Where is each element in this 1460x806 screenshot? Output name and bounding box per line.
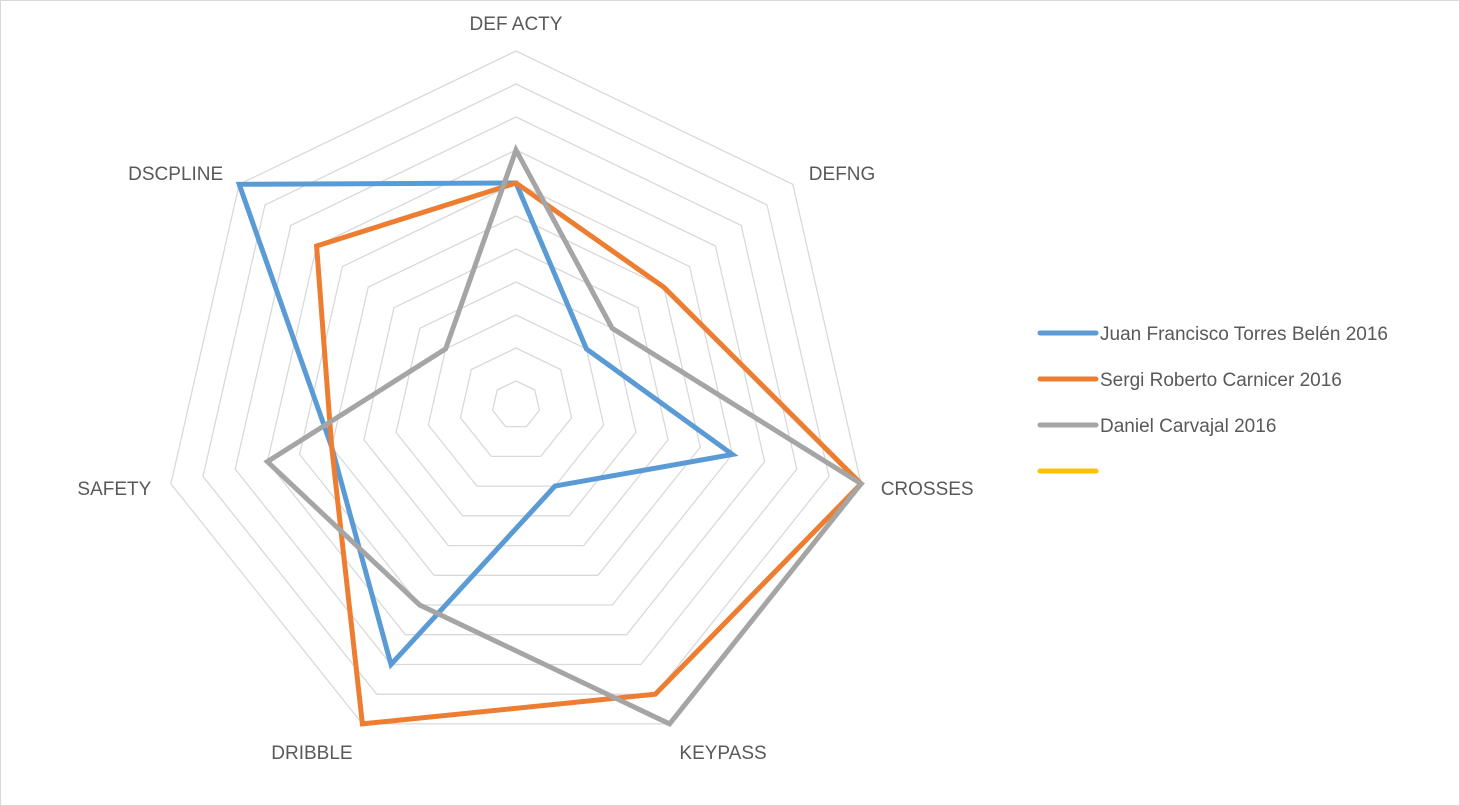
series-line xyxy=(263,143,865,728)
axis-label: DSCPLINE xyxy=(128,164,223,185)
axis-label: DEF ACTY xyxy=(470,14,563,35)
axis-label: DRIBBLE xyxy=(271,743,352,764)
grid-ring xyxy=(363,248,669,547)
axis-label: CROSSES xyxy=(881,479,974,500)
legend-label: Daniel Carvajal 2016 xyxy=(1100,416,1276,437)
grid-ring xyxy=(170,50,862,725)
grid-ring xyxy=(491,380,541,428)
grid-ring xyxy=(427,314,605,487)
grid-ring xyxy=(459,347,573,458)
legend-label: Sergi Roberto Carnicer 2016 xyxy=(1100,370,1342,391)
series-line xyxy=(235,180,739,670)
axis-label: SAFETY xyxy=(77,479,151,500)
grid-ring xyxy=(234,116,798,666)
axis-label: KEYPASS xyxy=(679,743,766,764)
series-line xyxy=(313,180,865,727)
grid-ring xyxy=(266,149,766,636)
legend-label: Juan Francisco Torres Belén 2016 xyxy=(1100,324,1388,345)
grid-ring xyxy=(330,215,702,576)
grid-ring xyxy=(298,182,734,606)
axis-label: DEFNG xyxy=(809,164,876,185)
grid-ring xyxy=(202,83,830,695)
grid-ring xyxy=(395,281,637,517)
